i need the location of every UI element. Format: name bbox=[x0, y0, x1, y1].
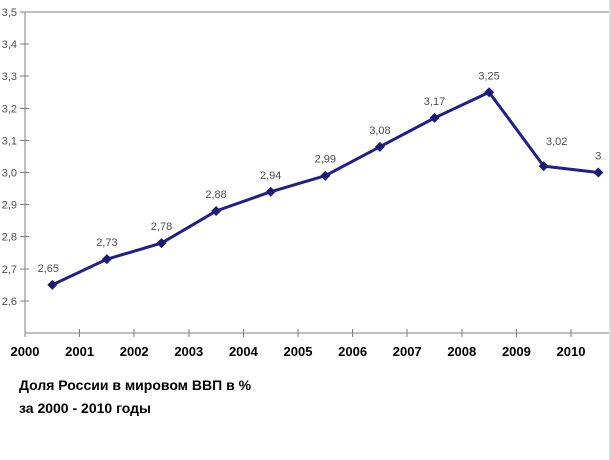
svg-text:2008: 2008 bbox=[447, 344, 476, 359]
svg-text:3,25: 3,25 bbox=[478, 70, 499, 82]
svg-text:2000: 2000 bbox=[11, 344, 40, 359]
gdp-share-line-chart: 3,5 3,4 3,3 3,2 3,1 3,0 2,9 2,8 2,7 2,6 2000 2001 20… bbox=[2, 7, 611, 359]
svg-text:2001: 2001 bbox=[65, 344, 94, 359]
svg-text:2004: 2004 bbox=[229, 344, 259, 359]
svg-text:2,9: 2,9 bbox=[2, 200, 17, 212]
svg-text:2,6: 2,6 bbox=[2, 296, 17, 308]
svg-text:3,17: 3,17 bbox=[424, 96, 445, 108]
caption-line-1: Доля России в мировом ВВП в % bbox=[19, 377, 252, 393]
svg-text:2010: 2010 bbox=[557, 344, 586, 359]
svg-text:3,3: 3,3 bbox=[2, 71, 17, 83]
svg-text:2,94: 2,94 bbox=[260, 170, 281, 182]
svg-text:2002: 2002 bbox=[120, 344, 149, 359]
svg-text:3,02: 3,02 bbox=[546, 136, 567, 148]
svg-text:2,65: 2,65 bbox=[38, 263, 59, 275]
svg-text:2,73: 2,73 bbox=[96, 237, 117, 249]
svg-text:3,5: 3,5 bbox=[2, 7, 17, 19]
svg-text:2,7: 2,7 bbox=[2, 264, 17, 276]
svg-text:3,4: 3,4 bbox=[2, 39, 17, 51]
svg-text:2006: 2006 bbox=[338, 344, 367, 359]
svg-text:3,08: 3,08 bbox=[369, 125, 390, 137]
svg-text:3,2: 3,2 bbox=[2, 103, 17, 115]
svg-text:3,0: 3,0 bbox=[2, 168, 17, 180]
chart-caption: Доля России в мировом ВВП в % за 2000 - … bbox=[19, 374, 251, 420]
svg-text:2005: 2005 bbox=[284, 344, 313, 359]
svg-text:3: 3 bbox=[595, 151, 601, 163]
screenshot-right-edge bbox=[609, 0, 611, 460]
svg-text:2,99: 2,99 bbox=[315, 154, 336, 166]
svg-text:2,8: 2,8 bbox=[2, 232, 17, 244]
caption-line-2: за 2000 - 2010 годы bbox=[19, 400, 151, 416]
svg-text:2009: 2009 bbox=[502, 344, 531, 359]
svg-text:2003: 2003 bbox=[174, 344, 203, 359]
svg-text:2,88: 2,88 bbox=[205, 189, 226, 201]
svg-text:2,78: 2,78 bbox=[151, 221, 172, 233]
svg-text:2007: 2007 bbox=[393, 344, 422, 359]
svg-text:3,1: 3,1 bbox=[2, 135, 17, 147]
